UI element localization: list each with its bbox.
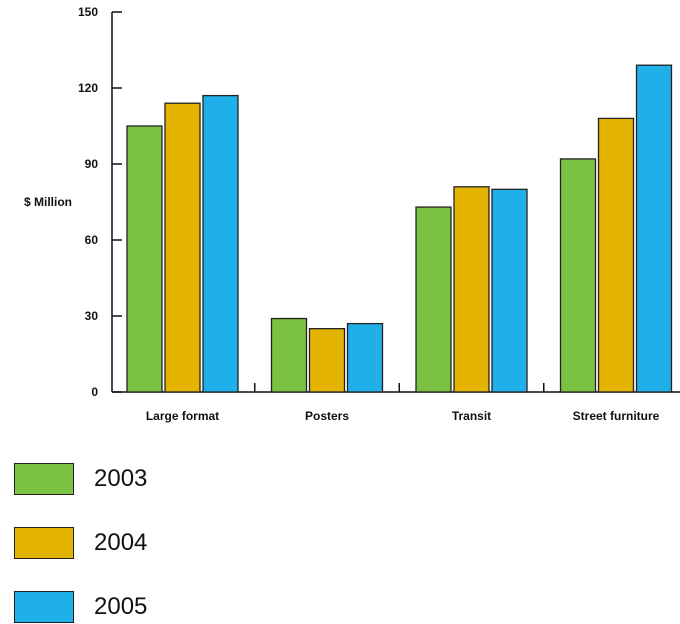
x-tick-label: Street furniture [573,409,660,423]
bars-layer [126,64,673,393]
labels-layer: 0 30 60 90 120 150 Large format Posters Transit S… [78,5,660,423]
y-tick-label: 60 [85,233,99,247]
y-tick-label: 120 [78,81,98,95]
bar-2003-posters [270,317,308,393]
bar-2004-transit [453,186,490,393]
legend-swatch [14,527,74,559]
bar-2005-transit [491,188,528,393]
legend: 2003 2004 2005 [14,462,147,624]
x-tick-label: Large format [146,409,219,423]
bar-2003-transit [415,206,452,393]
y-tick-label: 90 [85,157,99,171]
legend-swatch [14,463,74,495]
bar-2004-street-furniture [597,117,635,393]
y-tick-label: 30 [85,309,99,323]
legend-label: 2005 [94,593,148,620]
bar-2004-posters [308,328,346,393]
y-axis-label: $ Million [24,195,72,209]
legend-item: 2004 [14,526,147,560]
y-tick-label: 150 [78,5,98,19]
y-tick-label: 0 [91,385,98,399]
x-tick-label: Posters [305,409,349,423]
bar-2005-large-format [202,94,239,393]
bar-chart: 0 30 60 90 120 150 Large format Posters Transit S… [24,5,680,423]
legend-label: 2004 [94,529,148,556]
x-tick-label: Transit [452,409,491,423]
bar-2003-large-format [126,125,163,393]
bar-2003-street-furniture [559,158,597,393]
legend-item: 2005 [14,590,147,624]
bar-2005-street-furniture [635,64,673,393]
bar-2004-large-format [164,102,201,393]
legend-item: 2003 [14,462,147,496]
legend-swatch [14,591,74,623]
bar-2005-posters [346,322,384,393]
legend-label: 2003 [94,465,148,492]
